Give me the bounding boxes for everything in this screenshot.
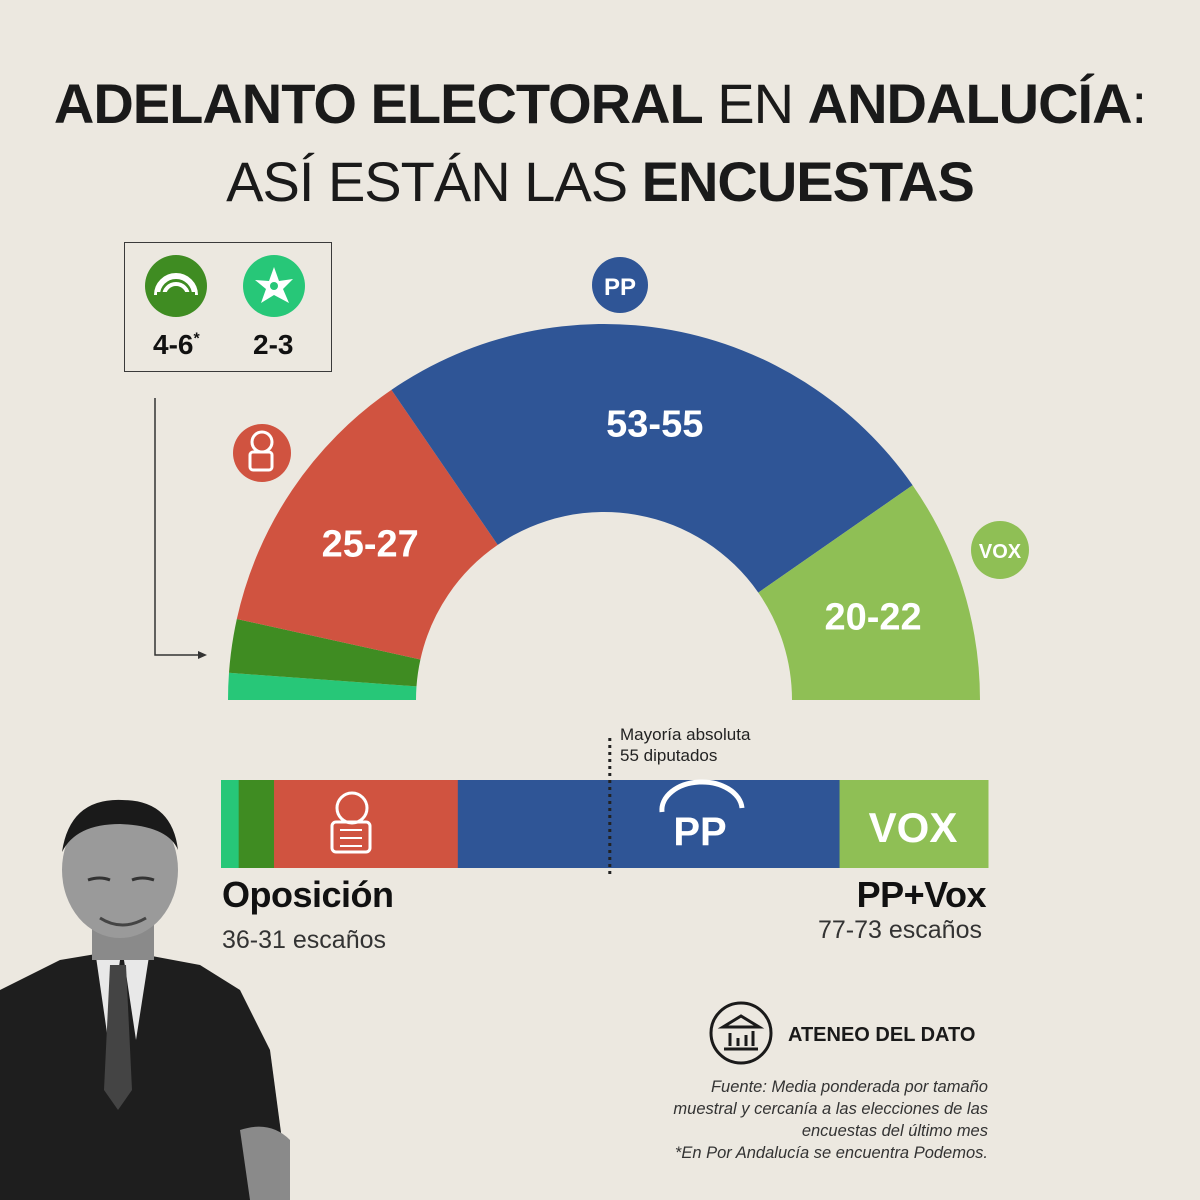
title-colon: : <box>1131 72 1148 135</box>
por-andalucia-range: 4-6* <box>153 329 200 361</box>
pp-logo-text: PP <box>604 274 636 301</box>
bracket-arrow <box>154 398 200 656</box>
source-line-3: encuestas del último mes <box>801 1122 988 1140</box>
vox-bar-logo-text: VOX <box>869 804 958 851</box>
footnote-mark: * <box>193 330 200 348</box>
psoe-rose-logo-icon <box>233 424 291 482</box>
opposition-bloc-name: Oposición <box>222 874 394 915</box>
majority-label: Mayoría absoluta 55 diputados <box>620 724 750 766</box>
majority-label-line1: Mayoría absoluta <box>620 725 751 744</box>
title-line-2: ASÍ ESTÁN LAS ENCUESTAS <box>0 150 1200 214</box>
bar-segment-pp <box>457 780 841 868</box>
hemicycle-segment-pp <box>391 323 913 593</box>
opposition-bloc-seats: 36-31 escaños <box>222 926 387 954</box>
majority-label-line2: 55 diputados <box>620 746 718 765</box>
adelante-andalucia-logo-icon <box>243 255 305 317</box>
psoe-bar-logo-icon <box>330 791 372 854</box>
por-andalucia-logo-icon <box>145 255 207 317</box>
hemicycle-labels: 25-27 53-55 20-22 <box>322 404 922 639</box>
brand: ATENEO DEL DATO <box>708 1001 988 1065</box>
source-line-1: Fuente: Media ponderada por tamaño <box>710 1078 988 1096</box>
seat-label-pp: 53-55 <box>606 404 703 446</box>
bar-segment-por-andalucia <box>238 780 275 868</box>
source-note: Fuente: Media ponderada por tamaño muest… <box>600 1076 988 1164</box>
small-parties-box: 4-6* 2-3 <box>124 242 332 372</box>
pp-bar-logo-icon: PP <box>659 779 745 854</box>
hemicycle-segment-psoe <box>236 389 498 660</box>
bar-segment-vox <box>839 780 989 868</box>
vox-small-logo-text: VOX <box>979 541 1022 563</box>
bracket-arrow-head <box>198 651 207 659</box>
source-line-4: *En Por Andalucía se encuentra Podemos. <box>674 1144 988 1162</box>
title-bold-a: ADELANTO ELECTORAL <box>53 72 704 135</box>
title-bold-2: ENCUESTAS <box>641 150 975 213</box>
por-andalucia-range-value: 4-6 <box>153 329 194 360</box>
ateneo-building-icon <box>709 1001 773 1065</box>
source-line-2: muestral y cercanía a las elecciones de … <box>673 1100 988 1118</box>
vox-small-logo-icon: VOX <box>971 521 1029 579</box>
brand-name: ATENEO DEL DATO <box>788 1024 976 1046</box>
pp-bar-logo-text: PP <box>673 810 726 854</box>
bar-segment-psoe <box>274 780 459 868</box>
seat-label-psoe: 25-27 <box>322 523 419 565</box>
hemicycle-segment-vox <box>758 485 980 700</box>
stacked-bar <box>221 780 989 868</box>
title-light-2: ASÍ ESTÁN LAS <box>226 150 642 213</box>
hemicycle <box>228 323 980 700</box>
bar-segment-adelante-andalucia <box>221 780 240 868</box>
title-line-1: ADELANTO ELECTORAL EN ANDALUCÍA: <box>0 72 1200 136</box>
title-bold-b: ANDALUCÍA <box>807 72 1133 135</box>
hemicycle-segment-por-andalucia <box>228 618 421 687</box>
adelante-andalucia-range: 2-3 <box>253 329 294 360</box>
seat-label-vox: 20-22 <box>824 597 921 639</box>
politician-photo <box>0 799 290 1200</box>
ppvox-bloc-seats: 77-73 escaños <box>817 916 982 944</box>
hemicycle-segment-adelante-andalucia <box>228 672 417 700</box>
ppvox-bloc-name: PP+Vox <box>856 874 987 915</box>
title-light: EN <box>702 72 808 135</box>
pp-logo-icon: PP <box>592 257 648 313</box>
